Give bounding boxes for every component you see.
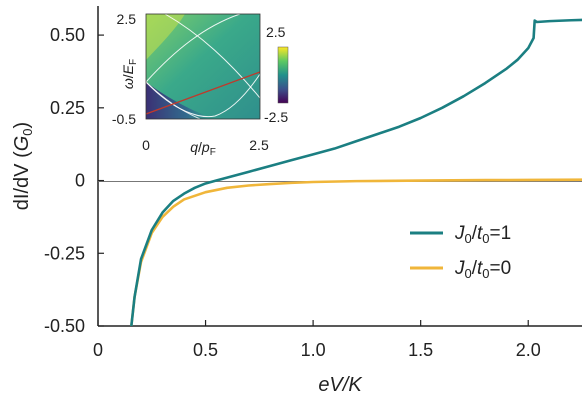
heatmap-white-curve-3	[164, 14, 260, 99]
heatmap-white-curve-1	[146, 14, 241, 83]
y-tick-label: -0.50	[44, 316, 85, 336]
legend-label-j0-1: J0/t0=1	[454, 223, 511, 246]
y-tick-label: 0	[75, 171, 85, 191]
heatmap-bright-region	[146, 14, 185, 60]
inset-x-title: q/pF	[190, 139, 216, 158]
inset-xtick-left: 0	[142, 137, 150, 153]
heatmap-white-curve-2	[146, 73, 260, 118]
x-ticks: 0 0.5 1.0 1.5 2.0	[93, 320, 541, 360]
series-line-j0-t0-0	[130, 178, 582, 326]
colorbar	[277, 46, 289, 104]
heatmap-overlay-line	[146, 71, 260, 115]
x-tick-label: 1.5	[408, 340, 433, 360]
series-layer	[130, 18, 582, 326]
y-tick-label: 0.50	[50, 25, 85, 45]
legend-label-j0-0: J0/t0=0	[454, 258, 511, 281]
x-tick-label: 0.5	[193, 340, 218, 360]
y-tick-label: 0.25	[50, 98, 85, 118]
x-tick-label: 2.0	[516, 340, 541, 360]
inset-xtick-right: 2.5	[249, 137, 269, 153]
colorbar-max-label: 2.5	[266, 24, 286, 40]
y-tick-label: -0.25	[44, 243, 85, 263]
x-tick-label: 0	[93, 340, 103, 360]
series-line-j0-t0-1	[130, 18, 582, 326]
y-axis-title: dI/dV (G0)	[11, 122, 35, 210]
inset-ytick-top: 2.5	[117, 11, 137, 27]
y-ticks: -0.50 -0.25 0 0.25 0.50	[44, 25, 104, 336]
inset-y-title: ω/EF	[120, 59, 139, 89]
x-tick-label: 1.0	[301, 340, 326, 360]
colorbar-min-label: -2.5	[264, 109, 288, 125]
legend: J0/t0=1 J0/t0=0	[410, 223, 511, 281]
x-axis-title: eV/K	[318, 374, 363, 396]
inset-ytick-bottom: -0.5	[112, 111, 136, 127]
inset-heatmap: 2.5 -0.5 0 2.5 q/pF ω/EF 2.5 -2.5	[112, 11, 288, 158]
heatmap-dark-region	[146, 82, 215, 119]
